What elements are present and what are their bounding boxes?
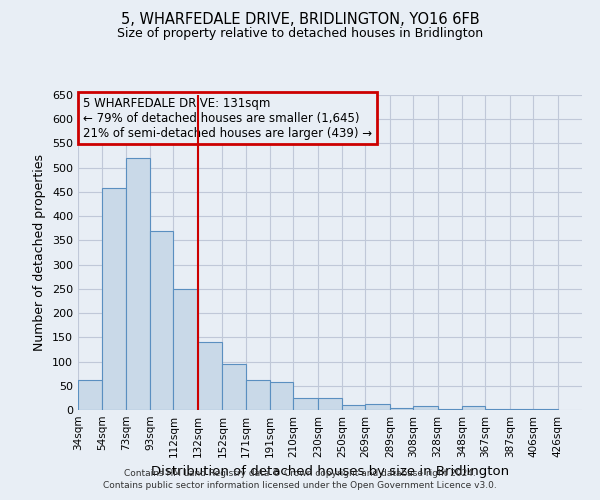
Bar — [293, 398, 318, 410]
Text: 5 WHARFEDALE DRIVE: 131sqm
← 79% of detached houses are smaller (1,645)
21% of s: 5 WHARFEDALE DRIVE: 131sqm ← 79% of deta… — [83, 96, 372, 140]
Bar — [103, 188, 126, 410]
Bar — [390, 408, 413, 410]
Bar — [245, 380, 270, 410]
Bar — [342, 405, 365, 410]
Bar — [78, 380, 103, 410]
Y-axis label: Number of detached properties: Number of detached properties — [34, 154, 46, 351]
Bar — [150, 230, 173, 410]
Bar — [318, 398, 342, 410]
Bar — [413, 406, 437, 410]
Bar — [462, 406, 485, 410]
Bar — [270, 382, 293, 410]
Text: 5, WHARFEDALE DRIVE, BRIDLINGTON, YO16 6FB: 5, WHARFEDALE DRIVE, BRIDLINGTON, YO16 6… — [121, 12, 479, 28]
Bar — [533, 409, 557, 410]
Text: Contains HM Land Registry data © Crown copyright and database right 2024.: Contains HM Land Registry data © Crown c… — [124, 468, 476, 477]
Bar — [173, 289, 198, 410]
Bar — [198, 342, 223, 410]
Bar — [437, 408, 462, 410]
Text: Contains public sector information licensed under the Open Government Licence v3: Contains public sector information licen… — [103, 481, 497, 490]
Bar — [126, 158, 150, 410]
X-axis label: Distribution of detached houses by size in Bridlington: Distribution of detached houses by size … — [151, 466, 509, 478]
Bar — [510, 408, 533, 410]
Bar — [223, 364, 245, 410]
Text: Size of property relative to detached houses in Bridlington: Size of property relative to detached ho… — [117, 28, 483, 40]
Bar — [365, 404, 390, 410]
Bar — [485, 408, 510, 410]
